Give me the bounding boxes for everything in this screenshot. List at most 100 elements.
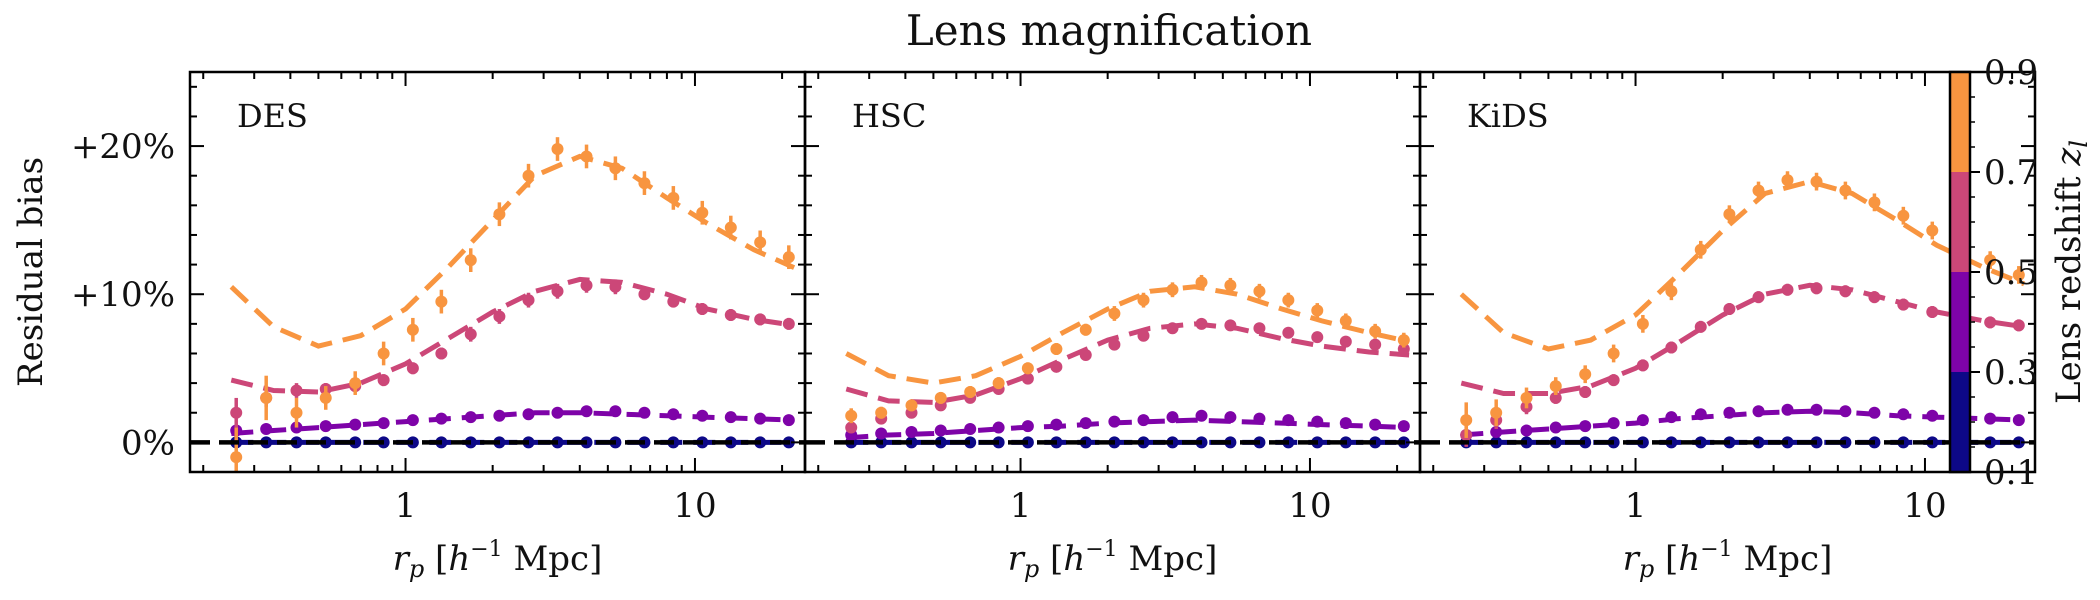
data-point [845,421,858,434]
data-point [406,323,419,336]
data-point [724,221,737,234]
data-point [1781,174,1794,187]
data-point [845,409,858,422]
data-point [1984,412,1997,425]
data-point [493,208,506,221]
data-point [1926,224,1939,237]
data-point [1282,294,1295,307]
data-point [1926,409,1939,422]
data-point [1253,285,1266,298]
data-point [1752,405,1765,418]
data-point [551,285,564,298]
data-point [1868,291,1881,304]
data-point [1021,362,1034,375]
model-line [845,321,1410,405]
data-point [609,162,622,175]
data-point [1636,359,1649,372]
x-axis-label-part: [ [1039,539,1063,579]
data-point [754,236,767,249]
data-point [1137,329,1150,342]
data-point [1520,391,1533,404]
data-point [1723,406,1736,419]
data-point [1339,417,1352,430]
x-axis-label-part: Mpc] [1118,539,1218,579]
x-axis-label-part: −1 [1085,537,1117,562]
data-point [696,303,709,316]
y-tick-label: 0% [121,423,175,463]
data-point [1810,175,1823,188]
data-point [1021,372,1034,385]
x-axis-label-part: Mpc] [503,539,603,579]
x-tick-label: 10 [673,486,716,526]
data-point [1490,406,1503,419]
data-point [667,295,680,308]
data-point [1397,343,1410,356]
data-point [522,169,535,182]
data-point [260,391,273,404]
colorbar-bin [1950,372,1970,472]
data-point [1897,209,1910,222]
x-axis-label-part: p [1024,555,1039,583]
data-point [1108,415,1121,428]
data-point [2012,268,2025,281]
data-point [1253,322,1266,335]
colorbar: 0.1 0.3 0.5 0.7 0.9 Lens redshift zl [1948,53,2093,493]
data-point [551,143,564,156]
x-axis-label-part: h [1063,539,1085,579]
data-point [260,423,273,436]
data-point [349,377,362,390]
data-point [1079,348,1092,361]
panel-hsc: HSC 1 10 rp [h−1 Mpc] [803,70,1422,583]
data-point [1984,316,1997,329]
x-axis-label-part: r [393,539,411,579]
data-point [1579,386,1592,398]
colorbar-bin [1950,272,1970,372]
data-point [1369,325,1382,338]
data-point [1549,421,1562,434]
data-point [1665,341,1678,354]
data-point [782,251,795,264]
data-point [349,436,362,449]
data-point [1579,368,1592,381]
data-point [377,347,390,360]
data-point [1665,285,1678,298]
data-point [875,427,888,440]
colorbar-label: Lens redshift zl [2049,140,2093,404]
data-point [522,408,535,421]
x-axis-label-part: h [1678,539,1700,579]
x-axis-label-part: h [448,539,470,579]
data-point [435,347,448,360]
x-axis-label-part: r [1623,539,1641,579]
data-point [1579,436,1592,449]
data-point [522,294,535,307]
data-point [1253,412,1266,425]
data-point [1397,420,1410,433]
x-axis-label-part: −1 [470,537,502,562]
data-point [1810,403,1823,416]
data-point [1868,406,1881,419]
data-point [1137,414,1150,427]
data-point [1166,322,1179,335]
data-point [230,406,243,419]
x-axis-label-part: [ [424,539,448,579]
data-point [1490,426,1503,438]
data-point [580,405,593,418]
model-line [846,417,1410,441]
data-point [1694,408,1707,421]
data-point [1636,414,1649,427]
panel-des: DES 1 10 rp [h−1 Mpc] [188,70,807,583]
x-axis-label-part: p [409,555,424,583]
data-point [754,313,767,326]
data-point [1460,414,1473,427]
data-point [1224,319,1237,332]
data-point [1050,360,1063,373]
data-point [1195,317,1208,330]
colorbar-tick-label: 0.9 [1984,53,2038,93]
data-point [1607,374,1620,387]
data-point [1868,196,1881,209]
data-point [609,280,622,293]
x-axis-label: rp [h−1 Mpc] [393,537,603,583]
x-axis-label-part: −1 [1700,537,1732,562]
data-point [1781,403,1794,416]
data-point [319,420,332,433]
